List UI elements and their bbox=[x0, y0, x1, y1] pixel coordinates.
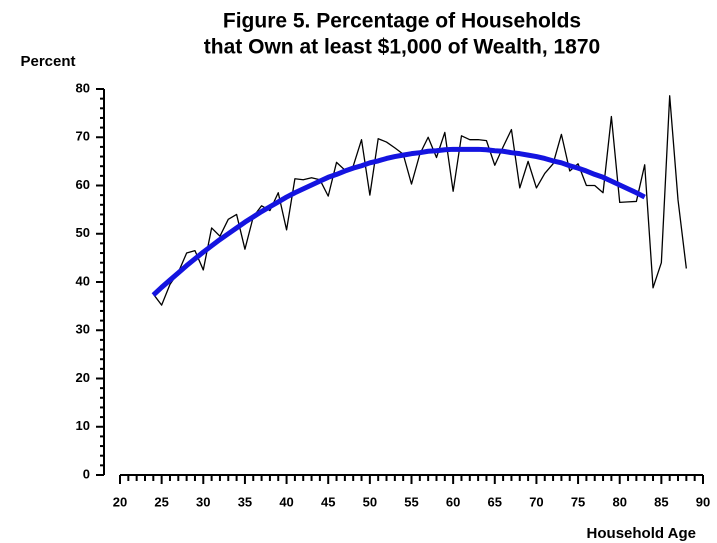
y-tick-label: 50 bbox=[76, 225, 90, 240]
y-tick-label: 60 bbox=[76, 177, 90, 192]
chart-title: that Own at least $1,000 of Wealth, 1870 bbox=[204, 36, 600, 59]
y-tick-label: 20 bbox=[76, 370, 90, 385]
y-tick-label: 10 bbox=[76, 418, 90, 433]
chart-title: Figure 5. Percentage of Households bbox=[223, 10, 581, 33]
x-tick-label: 85 bbox=[654, 494, 668, 509]
y-tick-label: 30 bbox=[76, 322, 90, 337]
x-tick-label: 50 bbox=[363, 494, 377, 509]
x-tick-label: 55 bbox=[404, 494, 418, 509]
x-tick-label: 35 bbox=[238, 494, 252, 509]
y-tick-label: 80 bbox=[76, 80, 90, 95]
x-tick-label: 20 bbox=[113, 494, 127, 509]
data-line bbox=[152, 95, 687, 306]
x-tick-label: 80 bbox=[612, 494, 626, 509]
x-tick-label: 30 bbox=[196, 494, 210, 509]
x-tick-label: 60 bbox=[446, 494, 460, 509]
y-axis-label: Percent bbox=[20, 53, 75, 70]
y-tick-label: 0 bbox=[83, 466, 90, 481]
x-tick-label: 75 bbox=[571, 494, 585, 509]
x-tick-label: 70 bbox=[529, 494, 543, 509]
y-tick-label: 40 bbox=[76, 273, 90, 288]
data-line bbox=[151, 146, 646, 297]
x-tick-label: 45 bbox=[321, 494, 335, 509]
x-tick-label: 40 bbox=[279, 494, 293, 509]
x-tick-label: 25 bbox=[154, 494, 168, 509]
x-tick-label: 90 bbox=[696, 494, 710, 509]
y-tick-label: 70 bbox=[76, 129, 90, 144]
x-axis-label: Household Age bbox=[587, 525, 696, 542]
x-tick-label: 65 bbox=[488, 494, 502, 509]
